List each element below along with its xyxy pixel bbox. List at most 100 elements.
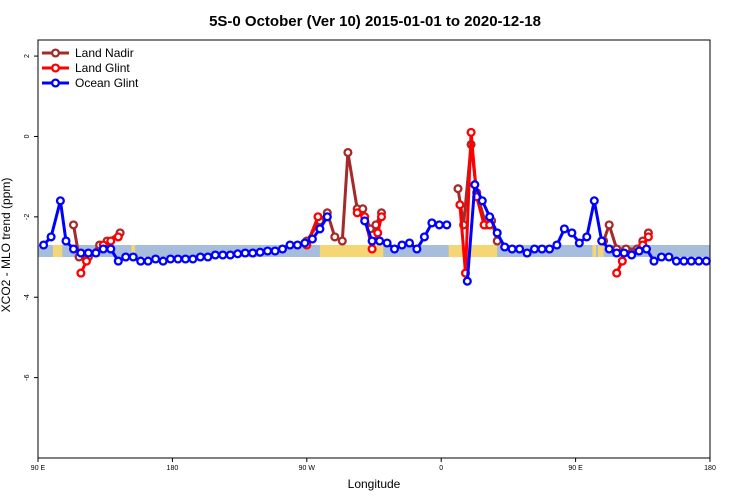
x-tick-label: 90 E — [568, 465, 583, 472]
data-point-land-glint — [313, 212, 323, 222]
data-point-land-nadir — [68, 220, 79, 230]
x-axis-label: Longitude — [348, 477, 401, 491]
data-point-ocean-glint — [404, 238, 415, 248]
data-point-land-glint — [617, 256, 627, 266]
data-point-land-glint — [367, 244, 377, 254]
data-point-ocean-glint — [701, 256, 711, 266]
data-point-ocean-glint — [582, 232, 592, 242]
data-point-land-glint — [466, 127, 476, 137]
data-point-ocean-glint — [664, 252, 674, 262]
data-point-land-nadir — [604, 220, 614, 230]
data-point-ocean-glint — [173, 254, 183, 264]
data-point-ocean-glint — [322, 212, 332, 222]
data-point-ocean-glint — [367, 236, 377, 246]
y-tick-label: -6 — [24, 374, 31, 380]
data-point-ocean-glint — [39, 240, 49, 250]
data-point-ocean-glint — [76, 248, 86, 258]
legend-label-ocean-glint: Ocean Glint — [75, 76, 139, 90]
data-point-ocean-glint — [619, 248, 629, 258]
land-band-segment — [131, 244, 136, 258]
data-point-ocean-glint — [113, 256, 123, 266]
data-point-land-glint — [612, 268, 622, 278]
data-point-ocean-glint — [589, 196, 599, 206]
data-point-ocean-glint — [382, 238, 392, 248]
data-point-ocean-glint — [292, 240, 303, 250]
data-point-ocean-glint — [686, 256, 696, 266]
data-point-ocean-glint — [106, 244, 116, 254]
data-point-ocean-glint — [203, 252, 213, 262]
data-point-ocean-glint — [412, 244, 422, 254]
y-axis: -6 -4 -2 0 2 — [24, 54, 38, 381]
data-point-ocean-glint — [492, 228, 502, 238]
data-point-ocean-glint — [128, 252, 138, 262]
y-tick-label: 0 — [24, 134, 31, 138]
land-band-segment — [448, 244, 498, 258]
data-point-ocean-glint — [604, 244, 614, 254]
data-point-ocean-glint — [397, 240, 407, 250]
data-point-ocean-glint — [597, 236, 607, 246]
data-point-ocean-glint — [627, 250, 637, 260]
data-point-ocean-glint — [649, 256, 659, 266]
data-point-ocean-glint — [679, 256, 689, 266]
series-layer — [39, 127, 711, 286]
data-point-ocean-glint — [165, 254, 176, 264]
data-point-ocean-glint — [240, 248, 250, 258]
data-point-ocean-glint — [522, 248, 532, 258]
data-point-ocean-glint — [218, 250, 228, 260]
x-tick-label: 0 — [439, 465, 443, 472]
data-point-ocean-glint — [634, 246, 644, 256]
data-point-land-glint — [373, 228, 383, 238]
data-point-ocean-glint — [270, 246, 280, 256]
data-point-ocean-glint — [83, 248, 93, 258]
data-point-ocean-glint — [188, 254, 198, 264]
data-point-ocean-glint — [46, 232, 56, 242]
data-point-ocean-glint — [248, 248, 258, 258]
data-point-ocean-glint — [389, 244, 400, 254]
data-point-ocean-glint — [68, 244, 79, 254]
plot-frame — [37, 39, 711, 459]
x-tick-label: 180 — [167, 465, 179, 472]
data-point-ocean-glint — [442, 220, 452, 230]
data-point-ocean-glint — [515, 244, 525, 254]
data-point-ocean-glint — [277, 244, 288, 254]
data-point-ocean-glint — [151, 254, 161, 264]
data-point-ocean-glint — [462, 276, 472, 286]
data-point-ocean-glint — [671, 256, 681, 266]
data-point-ocean-glint — [529, 244, 540, 254]
data-point-land-nadir — [343, 147, 353, 158]
data-point-land-glint — [76, 268, 86, 278]
data-point-ocean-glint — [91, 248, 101, 258]
data-point-ocean-glint — [559, 224, 569, 234]
data-point-ocean-glint — [574, 238, 584, 248]
data-point-ocean-glint — [656, 252, 667, 262]
data-point-land-glint — [643, 232, 653, 242]
legend-marker-ocean-glint — [50, 78, 61, 88]
data-point-ocean-glint — [360, 216, 370, 226]
data-point-land-glint — [113, 232, 123, 242]
data-point-ocean-glint — [485, 212, 495, 222]
data-point-ocean-glint — [507, 244, 517, 254]
data-point-ocean-glint — [255, 247, 265, 257]
x-axis: 90 E 180 90 W 0 90 E 180 — [31, 458, 716, 472]
data-point-ocean-glint — [315, 224, 325, 234]
data-point-ocean-glint — [552, 240, 562, 250]
land-band-segment — [598, 244, 604, 258]
data-point-ocean-glint — [136, 256, 146, 266]
data-point-ocean-glint — [427, 218, 437, 228]
data-point-ocean-glint — [180, 254, 191, 264]
data-point-ocean-glint — [55, 196, 65, 206]
chart-title: 5S-0 October (Ver 10) 2015-01-01 to 2020… — [209, 13, 541, 30]
data-point-ocean-glint — [694, 256, 704, 266]
data-point-ocean-glint — [641, 244, 652, 254]
data-point-ocean-glint — [263, 246, 273, 256]
legend-label-land-nadir: Land Nadir — [75, 46, 134, 60]
legend-marker-land-glint — [50, 63, 61, 73]
data-point-ocean-glint — [233, 249, 243, 259]
data-point-ocean-glint — [158, 256, 168, 266]
land-band-segment — [52, 244, 63, 258]
data-point-ocean-glint — [195, 252, 205, 262]
data-point-ocean-glint — [500, 242, 510, 252]
data-point-land-nadir — [337, 236, 347, 246]
